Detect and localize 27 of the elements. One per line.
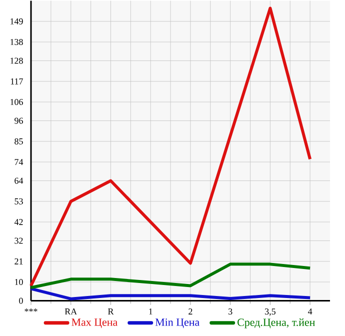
- y-tick-label: 64: [14, 178, 24, 184]
- y-tick-label: 128: [10, 58, 23, 64]
- y-tick-label: 149: [10, 18, 23, 25]
- y-tick-label: 42: [14, 219, 23, 226]
- y-tick-label: 96: [14, 118, 23, 124]
- x-tick-label: R: [108, 308, 114, 315]
- y-tick-label: 138: [10, 39, 23, 46]
- y-tick-label: 21: [14, 258, 23, 264]
- x-tick-label: 4: [308, 308, 312, 315]
- line-series: [30, 262, 312, 290]
- x-tick-label: 1: [149, 308, 152, 315]
- y-tick-label: 32: [14, 238, 23, 244]
- legend-label: Сред.Цена, т.йен: [238, 318, 315, 328]
- x-tick-label: 3,5: [265, 308, 276, 316]
- x-tick-label: 3: [228, 308, 232, 315]
- y-tick-label: 10: [15, 279, 23, 286]
- y-tick-label: 53: [14, 198, 23, 205]
- legend-label: Max Цена: [72, 318, 118, 328]
- y-tick-label: 117: [10, 78, 23, 84]
- legend-label: Min Цена: [155, 318, 200, 328]
- y-tick-label: 74: [14, 159, 24, 166]
- y-tick-label: 0: [19, 298, 23, 304]
- y-tick-label: 106: [10, 99, 23, 106]
- x-tick-label: ***: [24, 308, 38, 312]
- x-tick-label: 2: [188, 308, 192, 315]
- y-tick-label: 85: [14, 138, 23, 145]
- x-tick-label: RA: [64, 308, 78, 315]
